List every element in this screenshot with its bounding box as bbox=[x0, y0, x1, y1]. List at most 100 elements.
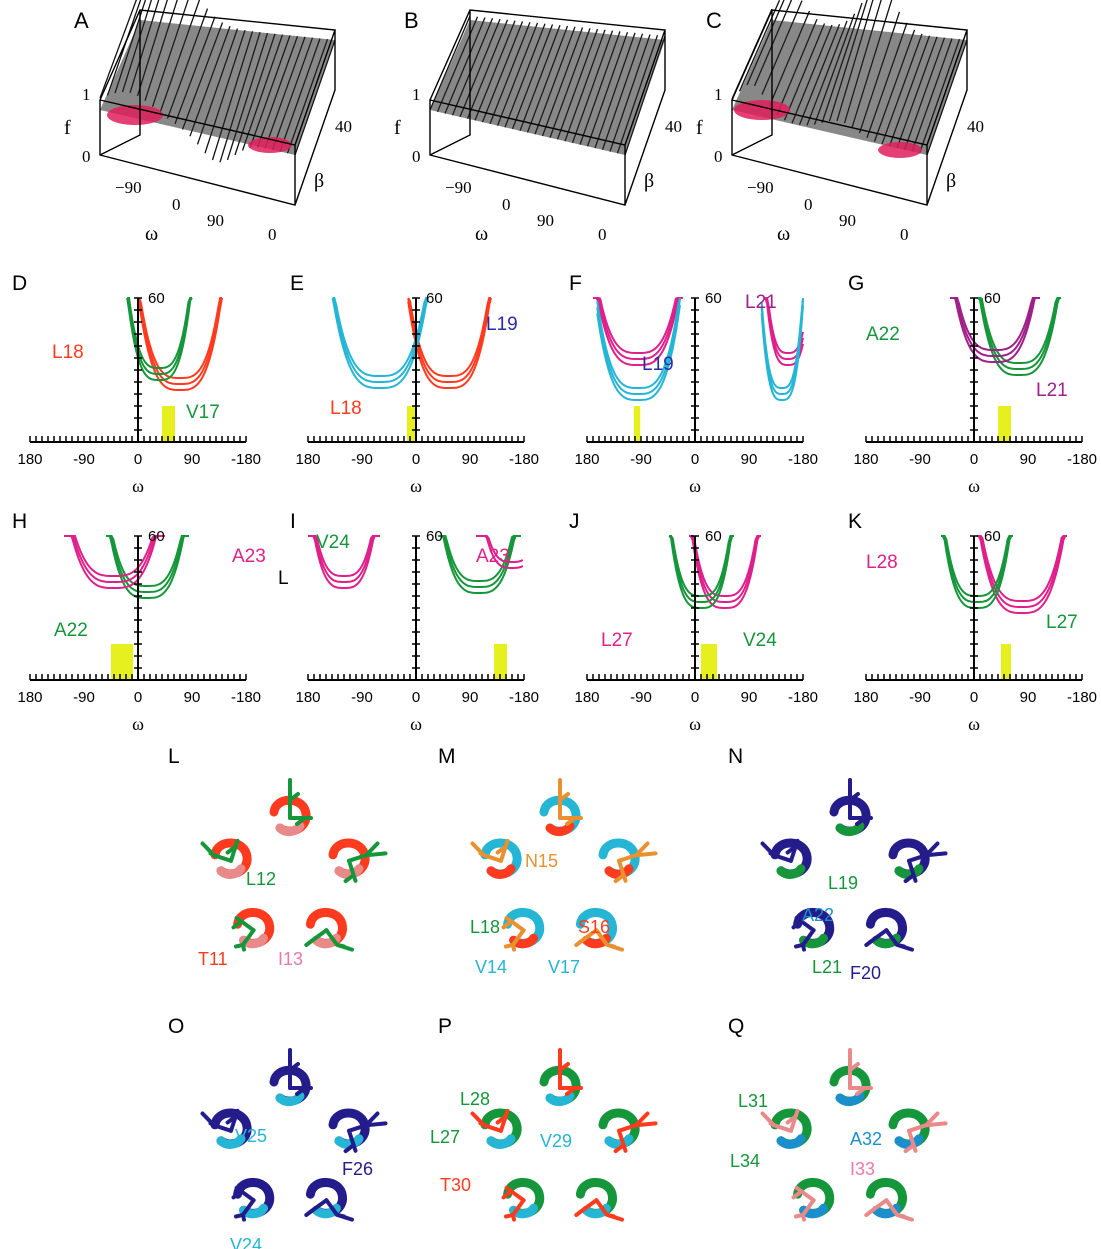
residue-label: T11 bbox=[198, 949, 228, 969]
panel-letter: Q bbox=[728, 1015, 744, 1038]
x-tick-label: 180 bbox=[853, 689, 878, 706]
x-tick: −90 bbox=[445, 178, 472, 197]
residue-label: L bbox=[278, 568, 289, 589]
x-axis-label: ω bbox=[410, 476, 422, 496]
x-tick-label: -90 bbox=[73, 451, 95, 468]
x-tick-label: -90 bbox=[351, 451, 373, 468]
x-tick: 90 bbox=[537, 211, 554, 230]
surface-fill bbox=[732, 20, 967, 155]
panel-letter: O bbox=[168, 1015, 184, 1038]
residue-label: L18 bbox=[470, 917, 500, 937]
x-tick-label: 180 bbox=[853, 451, 878, 468]
x-tick-label: -180 bbox=[788, 689, 818, 706]
helix-unit bbox=[504, 1182, 540, 1219]
residue-label: A23 bbox=[232, 546, 266, 567]
residue-label: V14 bbox=[475, 957, 507, 977]
helix-unit bbox=[274, 780, 311, 832]
residue-label: S16 bbox=[578, 917, 610, 937]
x-tick-label: 180 bbox=[295, 451, 320, 468]
z-tick: 0 bbox=[82, 147, 91, 166]
residue-label: L27 bbox=[430, 1127, 460, 1147]
surface-plots-row: A10f−90090ω400βB10f−90090ω400βC10f−90090… bbox=[64, 0, 984, 245]
z-tick: 1 bbox=[82, 85, 91, 104]
residue-label: L27 bbox=[601, 630, 633, 651]
panel-letter: E bbox=[290, 272, 304, 295]
x-tick-label: -90 bbox=[351, 689, 373, 706]
curve-line bbox=[593, 298, 683, 353]
residue-label: F20 bbox=[850, 963, 881, 983]
x-tick-label: -180 bbox=[231, 689, 261, 706]
x-tick-label: 90 bbox=[462, 451, 479, 468]
omega-panel-k: K60180 -90 0 90 -180ωL28L27 bbox=[848, 510, 1097, 734]
x-tick-label: 90 bbox=[462, 689, 479, 706]
panel-letter: H bbox=[12, 510, 27, 533]
x-axis-label: ω bbox=[132, 714, 144, 734]
y-tick-label: 60 bbox=[426, 528, 443, 545]
helix-unit bbox=[504, 912, 540, 949]
x-tick-label: -180 bbox=[509, 689, 539, 706]
residue-label: V29 bbox=[540, 1131, 572, 1151]
residue-label: V17 bbox=[548, 957, 580, 977]
panel-letter: K bbox=[848, 510, 862, 533]
x-tick-label: -90 bbox=[909, 689, 931, 706]
x-axis-label: ω bbox=[968, 476, 980, 496]
x-tick: 0 bbox=[502, 195, 511, 214]
helix-unit bbox=[234, 912, 270, 949]
residue-label: L21 bbox=[812, 957, 842, 977]
residue-label: V24 bbox=[230, 1235, 262, 1249]
helix-unit bbox=[333, 1113, 386, 1151]
residue-label: T30 bbox=[440, 1175, 471, 1195]
structure-panel-q: QL31A32L34 I33 bbox=[728, 1015, 946, 1220]
y-tick-label: 60 bbox=[426, 290, 443, 307]
y-axis-label: β bbox=[314, 170, 324, 192]
y-tick-label: 60 bbox=[148, 290, 165, 307]
helix-unit bbox=[834, 780, 871, 832]
z-axis-label: f bbox=[394, 117, 401, 139]
structure-panel-p: PL28L27 V29T30 bbox=[430, 1015, 656, 1220]
x-tick-label: 0 bbox=[412, 689, 420, 706]
helix-unit bbox=[866, 912, 912, 949]
x-tick-label: -180 bbox=[788, 451, 818, 468]
helix-unit bbox=[544, 1050, 581, 1102]
residue-label: L18 bbox=[52, 342, 84, 363]
panel-letter: M bbox=[438, 745, 456, 768]
surface-panel-c: C10f−90090ω400β bbox=[696, 0, 984, 245]
residue-label: A23 bbox=[476, 546, 510, 567]
omega-panel-i: I60180 -90 0 90 -180ωV24A23 bbox=[290, 510, 539, 734]
x-tick: −90 bbox=[747, 178, 774, 197]
y-tick-label: 60 bbox=[705, 528, 722, 545]
residue-label: L34 bbox=[730, 1151, 760, 1171]
x-tick-label: 180 bbox=[574, 689, 599, 706]
helix-structures-grid: LL12T11 I13MN15L18 S16V14 V17NL19A22L21 F20O… bbox=[168, 745, 946, 1249]
curve-line bbox=[941, 536, 1013, 596]
y-tick: 0 bbox=[900, 225, 909, 244]
panel-letter: G bbox=[848, 272, 864, 295]
z-axis-label: f bbox=[696, 117, 703, 139]
x-tick-label: 0 bbox=[970, 689, 978, 706]
curve-line bbox=[597, 299, 680, 394]
structure-panel-l: L L12 T11 I13 bbox=[168, 745, 386, 969]
helix-unit bbox=[603, 1113, 656, 1151]
curve-line bbox=[408, 298, 491, 382]
residue-label: A32 bbox=[850, 1129, 882, 1149]
x-tick-label: -180 bbox=[509, 451, 539, 468]
panel-letter: N bbox=[728, 745, 743, 768]
x-tick-label: -90 bbox=[630, 451, 652, 468]
residue-label: L28 bbox=[460, 1089, 490, 1109]
y-axis-label: β bbox=[644, 170, 654, 192]
z-tick: 1 bbox=[714, 85, 723, 104]
omega-plots-grid: D60180 -90 0 90 -180ωL18V17E60180 -90 0 90 -180ω… bbox=[12, 272, 1097, 734]
omega-panel-j: J60180 -90 0 90 -180ωL27 V24 bbox=[569, 510, 818, 734]
x-axis-label: ω bbox=[132, 476, 144, 496]
x-tick-label: -180 bbox=[231, 451, 261, 468]
residue-label: I33 bbox=[850, 1159, 875, 1179]
panel-letter: F bbox=[569, 272, 582, 295]
helix-unit bbox=[893, 1113, 946, 1151]
x-axis-label: ω bbox=[410, 714, 422, 734]
x-axis-label: ω bbox=[689, 476, 701, 496]
residue-label: A22 bbox=[54, 620, 88, 641]
panel-letter: A bbox=[74, 8, 89, 33]
x-tick-label: 0 bbox=[134, 451, 142, 468]
structure-panel-o: O V25 F26 V24 F23 bbox=[168, 1015, 386, 1249]
